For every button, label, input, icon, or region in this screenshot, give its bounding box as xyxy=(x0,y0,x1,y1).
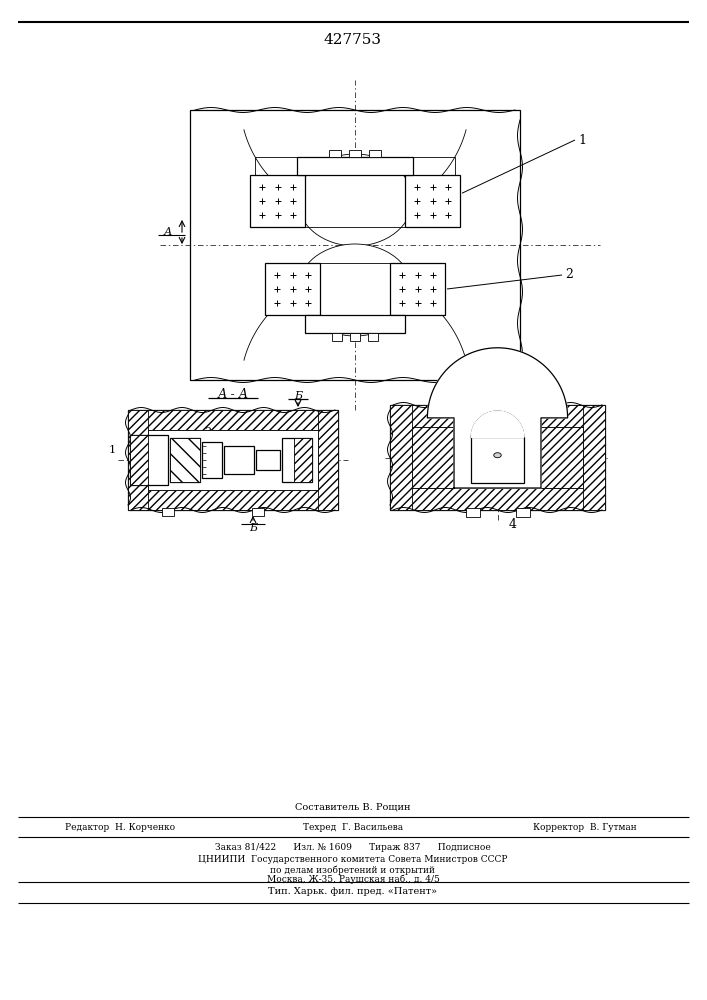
Bar xyxy=(369,150,381,157)
Bar xyxy=(190,110,520,380)
Text: 427753: 427753 xyxy=(324,33,382,47)
Bar xyxy=(412,427,583,488)
Text: Б - Б: Б - Б xyxy=(480,387,510,400)
Bar xyxy=(318,410,338,510)
Text: Редактор  Н. Корченко: Редактор Н. Корченко xyxy=(65,824,175,832)
Bar xyxy=(250,175,305,227)
Bar xyxy=(294,438,312,482)
Ellipse shape xyxy=(493,453,501,458)
Text: Заказ 81/422      Изл. № 1609      Тираж 837      Подписное: Заказ 81/422 Изл. № 1609 Тираж 837 Подпи… xyxy=(215,844,491,852)
Text: Б: Б xyxy=(249,523,257,533)
Bar xyxy=(405,175,460,227)
Bar xyxy=(390,488,605,510)
Bar xyxy=(471,437,524,483)
Bar xyxy=(128,490,338,510)
Bar xyxy=(128,410,148,510)
Text: Техред  Г. Васильева: Техред Г. Васильева xyxy=(303,824,403,832)
Bar xyxy=(465,508,479,517)
Bar xyxy=(390,405,412,510)
Bar xyxy=(128,410,338,510)
Polygon shape xyxy=(471,411,524,437)
Bar xyxy=(368,333,378,341)
Text: по делам изобретений и открытий: по делам изобретений и открытий xyxy=(271,865,436,875)
Text: Тип. Харьк. фил. пред. «Патент»: Тип. Харьк. фил. пред. «Патент» xyxy=(269,888,438,896)
Bar xyxy=(130,435,148,485)
Bar xyxy=(305,315,405,333)
Bar xyxy=(515,508,530,517)
Text: 3: 3 xyxy=(224,433,232,443)
Text: А: А xyxy=(164,227,173,237)
Bar xyxy=(162,508,174,516)
Bar xyxy=(202,442,222,478)
Bar xyxy=(349,150,361,157)
Text: Москва, Ж-35, Раушская наб., д. 4/5: Москва, Ж-35, Раушская наб., д. 4/5 xyxy=(267,874,440,884)
Ellipse shape xyxy=(298,154,412,246)
Bar xyxy=(130,435,168,485)
Text: 2: 2 xyxy=(565,268,573,282)
Bar xyxy=(170,438,200,482)
Text: Б: Б xyxy=(294,391,302,401)
Bar xyxy=(332,333,342,341)
Text: А - А: А - А xyxy=(217,387,249,400)
Bar xyxy=(297,157,413,175)
Bar xyxy=(270,263,440,315)
Bar xyxy=(583,405,605,510)
Bar xyxy=(390,405,605,427)
Bar xyxy=(390,263,445,315)
Bar xyxy=(329,150,341,157)
Bar xyxy=(390,405,605,510)
Text: Корректор  В. Гутман: Корректор В. Гутман xyxy=(533,824,637,832)
Text: 4: 4 xyxy=(508,518,517,532)
Text: 2: 2 xyxy=(204,427,211,437)
Bar xyxy=(170,438,200,482)
Text: 1: 1 xyxy=(578,133,586,146)
Bar xyxy=(224,446,254,474)
Polygon shape xyxy=(428,348,568,488)
Text: Составитель В. Рощин: Составитель В. Рощин xyxy=(296,802,411,812)
Bar xyxy=(256,450,280,470)
Bar xyxy=(255,157,455,227)
Bar xyxy=(128,410,338,430)
Text: ЦНИИПИ  Государственного комитета Совета Министров СССР: ЦНИИПИ Государственного комитета Совета … xyxy=(198,856,508,864)
Bar xyxy=(282,438,312,482)
Bar xyxy=(252,508,264,516)
Bar xyxy=(265,263,320,315)
Text: 1: 1 xyxy=(109,445,116,455)
Ellipse shape xyxy=(298,244,412,336)
Bar xyxy=(148,430,318,490)
Bar xyxy=(350,333,360,341)
